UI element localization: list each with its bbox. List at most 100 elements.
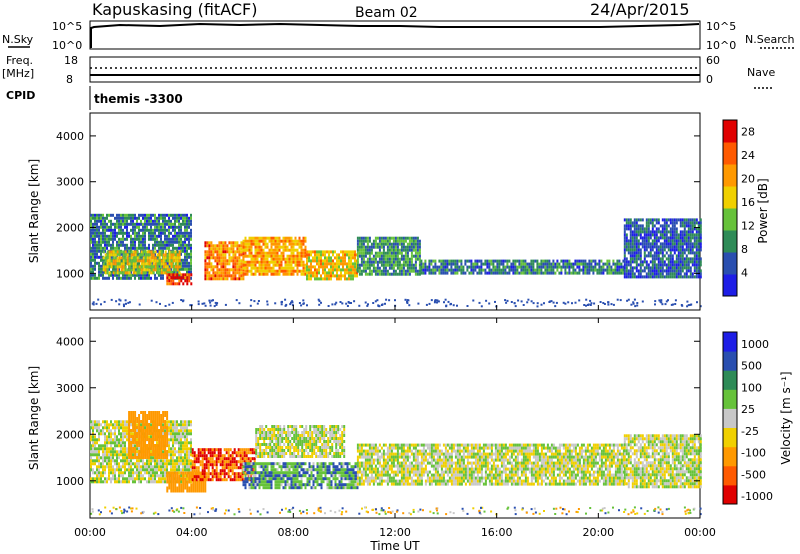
data-cell-0 [100, 249, 102, 253]
noise-cell [445, 304, 448, 307]
data-cell-2 [168, 483, 171, 487]
data-cell-0 [188, 243, 190, 247]
data-cell-0 [180, 243, 182, 247]
data-cell-8 [683, 260, 686, 264]
data-cell-0 [96, 480, 98, 484]
data-cell-0 [182, 432, 184, 436]
data-cell-7 [580, 268, 583, 272]
data-cell-0 [184, 432, 186, 436]
data-cell-0 [170, 267, 172, 271]
data-cell-0 [150, 459, 152, 463]
noise-cell [610, 303, 613, 306]
data-cell-3 [236, 247, 239, 251]
data-cell-7 [546, 268, 549, 272]
data-cell-7 [584, 271, 587, 275]
data-cell-7 [584, 262, 587, 266]
data-cell-1 [148, 426, 151, 429]
data-cell-3 [242, 277, 245, 281]
data-cell-5 [350, 256, 352, 260]
data-cell-4 [272, 242, 275, 246]
data-cell-8 [659, 269, 662, 273]
data-cell-8 [679, 254, 682, 258]
data-cell-1 [162, 456, 165, 459]
data-cell-0 [124, 453, 126, 457]
data-cell-0 [106, 477, 108, 481]
data-cell-1 [138, 426, 141, 429]
data-cell-0 [92, 453, 94, 457]
data-cell-8 [629, 248, 632, 252]
data-cell-0 [180, 453, 182, 457]
data-cell-7 [600, 268, 603, 272]
data-cell-5 [320, 259, 322, 263]
data-cell-1 [138, 438, 141, 441]
data-cell-5 [316, 256, 318, 260]
data-cell-0 [186, 435, 188, 439]
data-cell-1 [148, 432, 151, 435]
data-cell-7 [446, 262, 449, 266]
data-cell-1 [148, 447, 151, 450]
data-cell-4 [294, 242, 297, 246]
data-cell-0 [90, 255, 92, 259]
data-cell-6 [386, 236, 389, 240]
data-cell-7 [544, 262, 547, 266]
data-cell-0 [188, 216, 190, 220]
data-cell-8 [691, 242, 694, 246]
data-cell-1 [152, 262, 155, 266]
data-cell-8 [633, 251, 636, 255]
data-cell-1 [178, 265, 181, 269]
data-cell-1 [132, 435, 135, 438]
data-cell-5 [306, 253, 308, 257]
data-cell-1 [162, 417, 165, 420]
data-cell-7 [590, 259, 593, 263]
data-cell-4 [292, 254, 295, 258]
data-cell-8 [695, 218, 698, 222]
data-cell-0 [142, 468, 144, 472]
data-cell-3 [226, 271, 229, 275]
data-cell-0 [174, 213, 176, 217]
data-cell-4 [248, 239, 251, 243]
data-cell-0 [146, 459, 148, 463]
data-cell-0 [116, 243, 118, 247]
noise-cell [366, 304, 369, 307]
data-cell-5 [326, 256, 328, 260]
data-cell-7 [540, 259, 543, 263]
data-cell-7 [556, 262, 559, 266]
data-cell-8 [635, 251, 638, 255]
data-cell-3 [214, 256, 217, 260]
data-cell-8 [635, 266, 638, 270]
data-cell-0 [106, 480, 108, 484]
data-cell-4 [288, 254, 291, 258]
noise-cell [215, 303, 218, 306]
data-cell-0 [168, 453, 170, 457]
data-cell-4 [296, 257, 299, 261]
data-cell-3 [240, 241, 243, 245]
data-cell-6 [400, 266, 403, 270]
data-cell-7 [484, 262, 487, 266]
data-cell-6 [372, 269, 375, 273]
data-cell-6 [378, 266, 381, 270]
data-cell-7 [442, 271, 445, 275]
data-cell-7 [446, 271, 449, 275]
data-cell-5 [328, 253, 330, 257]
data-cell-1 [174, 265, 177, 269]
data-cell-8 [631, 245, 634, 249]
data-cell-5 [338, 274, 340, 278]
data-cell-0 [104, 240, 106, 244]
data-cell-1 [132, 420, 135, 423]
data-cell-0 [176, 441, 178, 445]
data-cell-8 [693, 233, 696, 237]
data-cell-0 [180, 450, 182, 454]
data-cell-0 [130, 243, 132, 247]
data-cell-0 [102, 453, 104, 457]
data-cell-0 [178, 453, 180, 457]
data-cell-3 [220, 259, 223, 263]
data-cell-6 [384, 242, 387, 246]
data-cell-8 [647, 251, 650, 255]
data-cell-5 [324, 271, 326, 275]
data-cell-0 [144, 219, 146, 223]
data-cell-0 [108, 453, 110, 457]
data-cell-8 [693, 227, 696, 231]
data-cell-1 [148, 429, 151, 432]
data-cell-1 [152, 250, 155, 254]
data-cell-4 [258, 269, 261, 273]
